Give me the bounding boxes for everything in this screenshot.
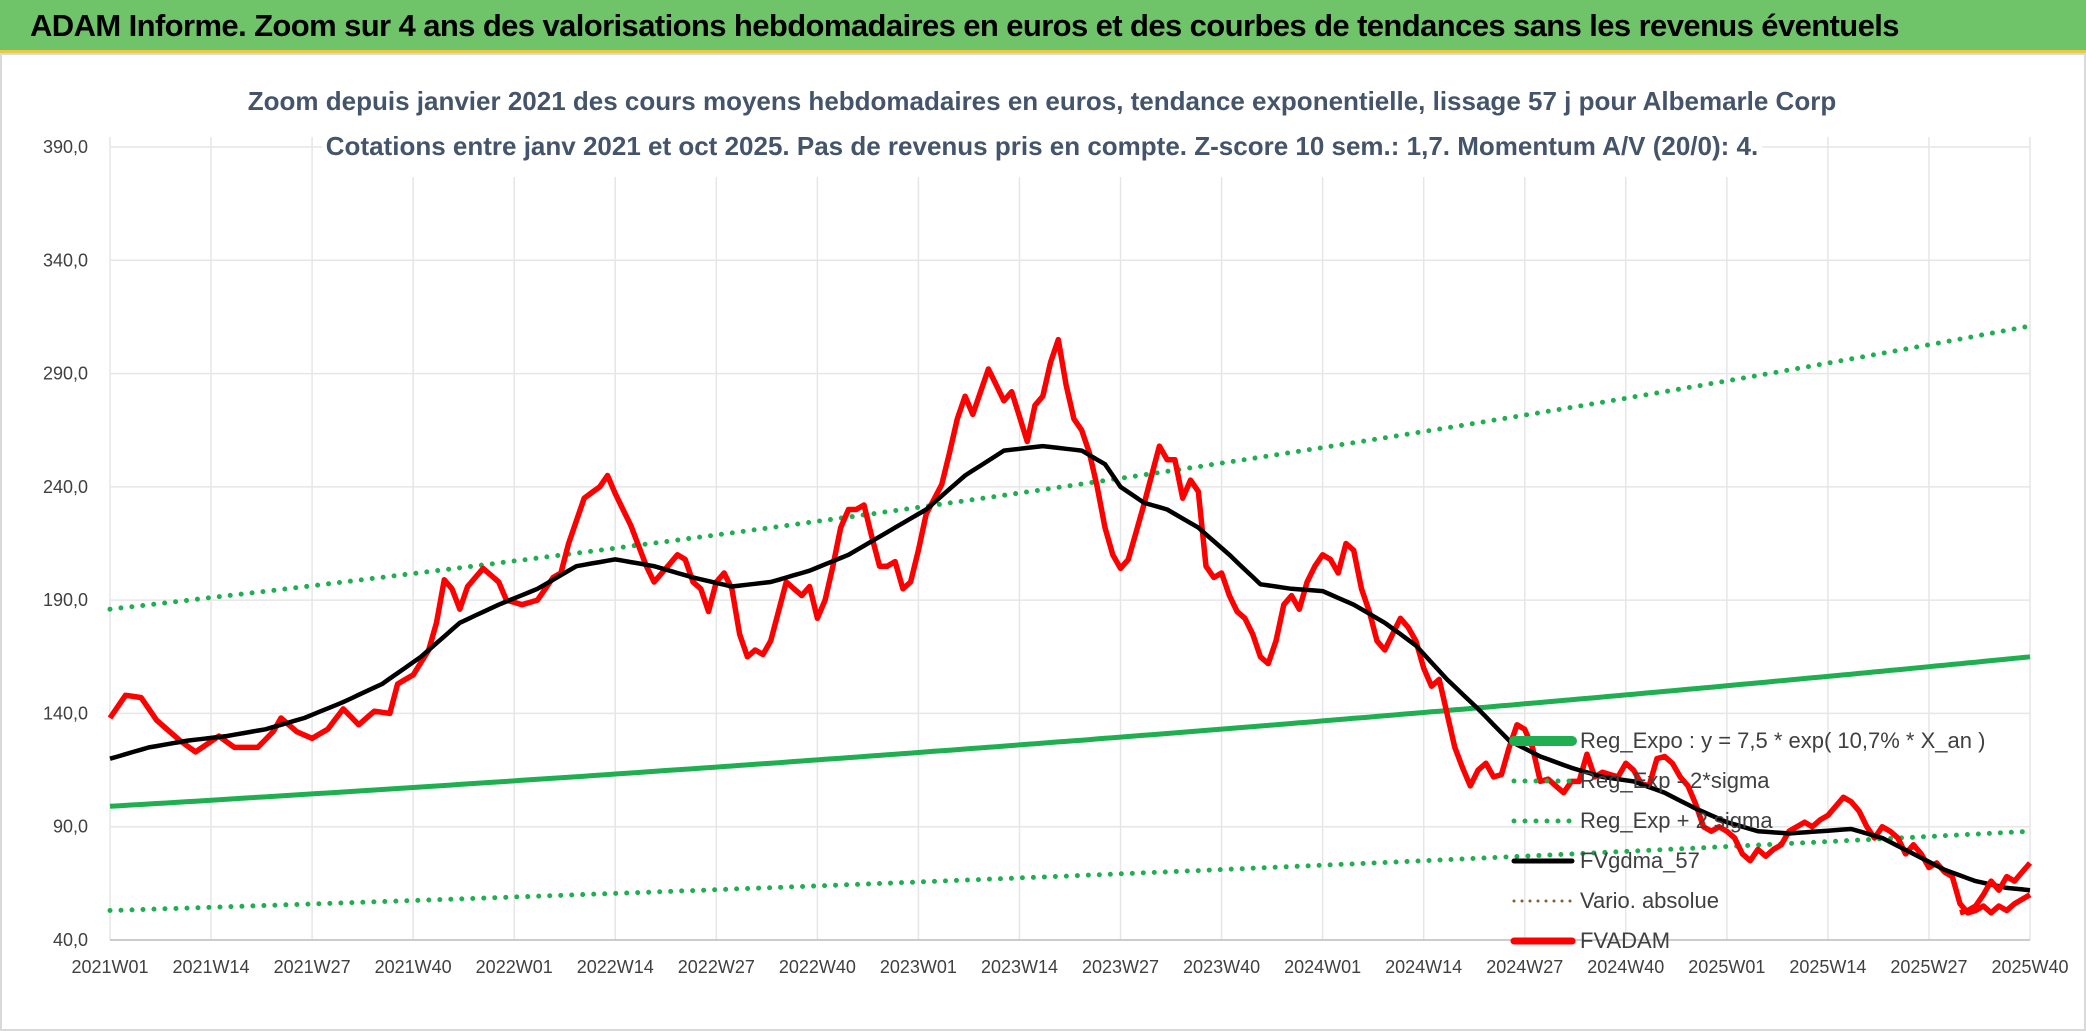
legend-vario-label: Vario. absolue — [1580, 888, 1719, 913]
report-banner: ADAM Informe. Zoom sur 4 ans des valoris… — [0, 0, 2086, 53]
chart-title: Zoom depuis janvier 2021 des cours moyen… — [248, 86, 1836, 116]
x-tick-label: 2021W27 — [274, 957, 351, 977]
x-tick-label: 2025W40 — [1991, 957, 2068, 977]
x-tick-label: 2021W14 — [173, 957, 250, 977]
x-tick-label: 2023W27 — [1082, 957, 1159, 977]
x-tick-label: 2024W14 — [1385, 957, 1462, 977]
y-tick-label: 90,0 — [53, 817, 88, 837]
y-tick-label: 140,0 — [43, 703, 88, 723]
fvgdma-line — [109, 443, 2031, 893]
line-chart: 40,0 90,0 140,0 190,0 240,0 290,0 340,0 390,0 2… — [43, 77, 2069, 977]
legend-reg-upper-label: Reg_Exp + 2 sigma — [1580, 808, 1773, 833]
fvadam-line-tail — [1959, 861, 2033, 916]
y-tick-label: 290,0 — [43, 364, 88, 384]
x-tick-label: 2021W01 — [71, 957, 148, 977]
y-tick-label: 390,0 — [43, 137, 88, 157]
x-axis: 2021W01 2021W14 2021W27 2021W40 2022W01 2022W… — [71, 939, 2069, 977]
gridlines — [109, 137, 2031, 941]
x-tick-label: 2023W14 — [981, 957, 1058, 977]
x-tick-label: 2022W40 — [779, 957, 856, 977]
y-tick-label: 240,0 — [43, 477, 88, 497]
x-tick-label: 2023W01 — [880, 957, 957, 977]
chart-subtitle: Cotations entre janv 2021 et oct 2025. P… — [326, 131, 1758, 161]
chart-area: 40,0 90,0 140,0 190,0 240,0 290,0 340,0 390,0 2… — [0, 53, 2086, 1031]
x-tick-label: 2025W27 — [1890, 957, 1967, 977]
series-layer — [107, 323, 2033, 916]
x-tick-label: 2022W27 — [678, 957, 755, 977]
y-tick-label: 40,0 — [53, 930, 88, 950]
legend-reg-expo-label: Reg_Expo : y = 7,5 * exp( 10,7% * X_an ) — [1580, 728, 1985, 753]
x-tick-label: 2023W40 — [1183, 957, 1260, 977]
x-tick-label: 2025W14 — [1789, 957, 1866, 977]
y-axis: 40,0 90,0 140,0 190,0 240,0 290,0 340,0 390,0 — [43, 137, 88, 950]
legend-reg-lower-label: Reg_Exp - 2*sigma — [1580, 768, 1770, 793]
x-tick-label: 2022W14 — [577, 957, 654, 977]
report-title: ADAM Informe. Zoom sur 4 ans des valoris… — [30, 8, 1900, 43]
x-tick-label: 2025W01 — [1688, 957, 1765, 977]
legend-fvgdma-label: FVgdma_57 — [1580, 848, 1700, 873]
title-backdrop — [322, 77, 1762, 177]
fvadam-line — [107, 336, 2032, 916]
x-tick-label: 2024W40 — [1587, 957, 1664, 977]
x-tick-label: 2022W01 — [476, 957, 553, 977]
reg-upper-band-line — [107, 323, 2033, 612]
reg-lower-band-line — [107, 828, 2033, 913]
x-tick-label: 2024W27 — [1486, 957, 1563, 977]
y-tick-label: 340,0 — [43, 250, 88, 270]
y-tick-label: 190,0 — [43, 590, 88, 610]
x-tick-label: 2021W40 — [375, 957, 452, 977]
reg-expo-line — [109, 654, 2031, 809]
legend: Reg_Expo : y = 7,5 * exp( 10,7% * X_an )… — [1509, 728, 1985, 953]
legend-fvadam-label: FVADAM — [1580, 928, 1670, 953]
x-tick-label: 2024W01 — [1284, 957, 1361, 977]
